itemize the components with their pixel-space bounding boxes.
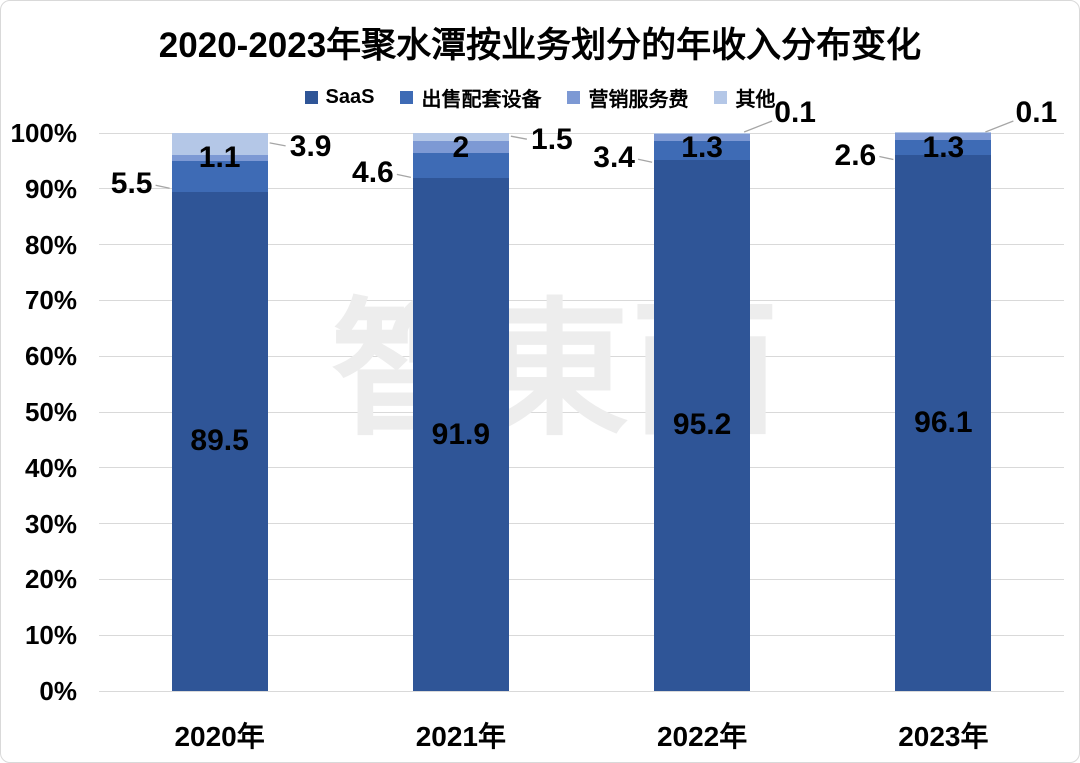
gridline	[99, 467, 1064, 469]
bar-segment-series1	[171, 160, 268, 192]
bar-segment-series3	[654, 133, 751, 134]
y-axis-tick-label: 10%	[24, 620, 77, 651]
bar-segment-series3	[895, 132, 992, 133]
gridline	[99, 411, 1064, 413]
y-axis-tick-label: 30%	[24, 508, 77, 539]
data-label: 1.5	[531, 123, 573, 157]
legend-item-label: 其他	[735, 89, 776, 111]
gridline	[99, 523, 1064, 525]
gridline	[99, 690, 1064, 692]
x-axis-category-label: 2021年	[415, 721, 507, 752]
y-axis-tick-label: 70%	[24, 285, 77, 316]
gridline	[99, 634, 1064, 636]
gridline	[99, 132, 1064, 134]
gridline	[99, 299, 1064, 301]
y-axis-tick-label: 50%	[24, 397, 77, 427]
bar-segment-series0	[412, 178, 509, 691]
data-label: 95.2	[672, 408, 732, 442]
bar-segment-series1	[895, 140, 992, 155]
gridline	[99, 578, 1064, 580]
leader-line	[743, 120, 773, 133]
bar-segment-series2	[171, 154, 268, 161]
data-label: 1.3	[681, 131, 723, 164]
data-label: 0.1	[1015, 96, 1058, 129]
bar-segment-series1	[654, 140, 751, 160]
leader-line	[396, 173, 412, 178]
bar-segment-series2	[412, 141, 509, 153]
legend-swatch-icon	[567, 91, 581, 104]
leader-line	[637, 158, 653, 163]
data-label: 1.3	[922, 131, 965, 164]
legend-item-series0: SaaS	[304, 86, 375, 109]
data-label: 2.6	[834, 138, 877, 172]
legend-swatch-icon	[714, 91, 728, 104]
data-label: 5.5	[110, 167, 153, 201]
data-label: 1.1	[198, 140, 241, 174]
data-label: 89.5	[190, 424, 249, 458]
legend-item-label: 出售配套设备	[421, 89, 542, 111]
data-label: 3.4	[593, 141, 635, 175]
leader-line	[510, 135, 527, 140]
y-axis-tick-label: 40%	[24, 452, 77, 483]
leader-line	[879, 155, 894, 161]
data-label: 0.1	[774, 96, 816, 129]
y-axis-tick-label: 100%	[10, 118, 78, 148]
y-axis-tick-label: 0%	[39, 676, 77, 706]
bar-segment-series3	[171, 133, 268, 155]
legend-item-series1: 出售配套设备	[400, 83, 541, 112]
bar-segment-series0	[171, 191, 268, 691]
legend-item-label: 营销服务费	[588, 89, 689, 111]
data-label: 2	[452, 131, 470, 164]
legend-item-label: SaaS	[325, 86, 375, 108]
y-axis-tick-label: 20%	[24, 564, 77, 595]
bar-segment-series0	[895, 154, 992, 691]
bar-segment-series3	[412, 133, 509, 142]
legend: SaaS 出售配套设备 营销服务费 其他	[1, 83, 1079, 112]
data-label: 91.9	[431, 417, 491, 451]
y-axis-tick-label: 90%	[24, 173, 77, 204]
gridline	[99, 355, 1064, 357]
legend-item-series2: 营销服务费	[567, 83, 688, 112]
bar-segment-series2	[654, 133, 751, 141]
gridline	[99, 188, 1064, 190]
data-label: 4.6	[352, 156, 394, 190]
gridline	[99, 244, 1064, 246]
y-axis-tick-label: 80%	[24, 229, 77, 260]
data-label: 96.1	[914, 405, 973, 439]
data-label: 3.9	[289, 129, 332, 163]
legend-swatch-icon	[304, 91, 318, 104]
x-axis-category-label: 2023年	[898, 721, 989, 752]
x-axis-category-label: 2022年	[656, 721, 748, 752]
legend-swatch-icon	[400, 91, 414, 104]
leader-line	[985, 120, 1014, 133]
x-axis-category-label: 2020年	[174, 721, 265, 752]
bar-segment-series2	[895, 133, 992, 141]
chart-title: 2020-2023年聚水潭按业务划分的年收入分布变化	[158, 26, 922, 65]
bar-segment-series1	[412, 152, 509, 179]
legend-item-series3: 其他	[714, 83, 775, 112]
leader-line	[269, 142, 286, 147]
y-axis-tick-label: 60%	[24, 341, 77, 372]
bar-segment-series0	[654, 159, 751, 691]
